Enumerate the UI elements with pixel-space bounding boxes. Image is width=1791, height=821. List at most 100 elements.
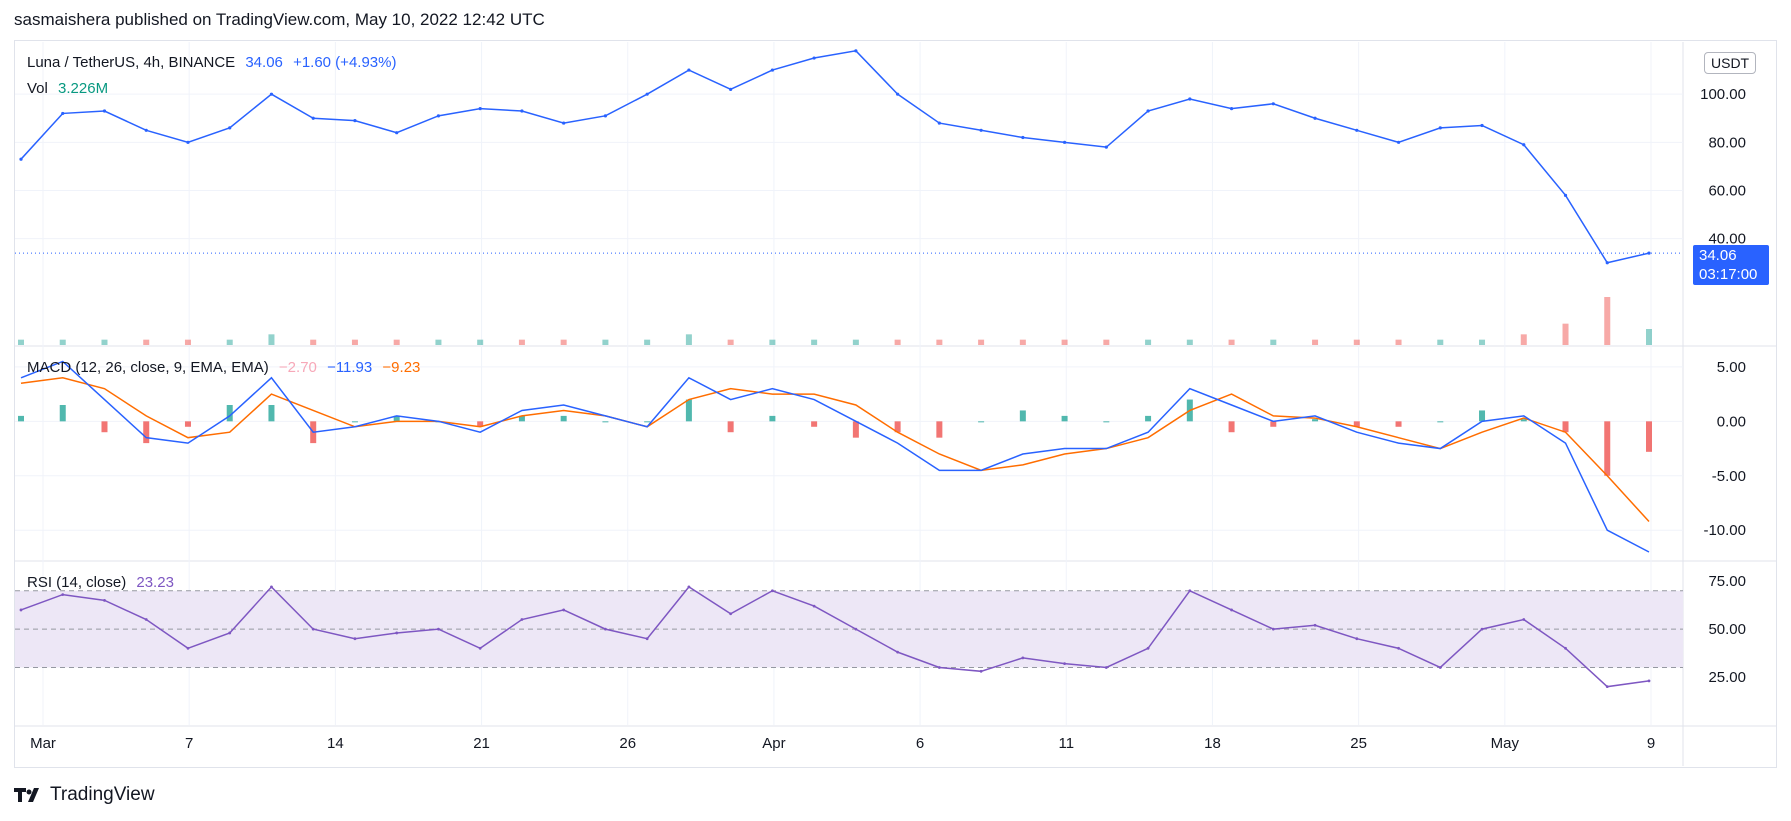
volume-bar bbox=[1520, 334, 1527, 345]
volume-bar bbox=[602, 339, 609, 345]
x-axis-tick-label: 26 bbox=[619, 735, 636, 752]
volume-label[interactable]: Vol bbox=[27, 80, 48, 97]
macd-label[interactable]: MACD (12, 26, close, 9, EMA, EMA) bbox=[27, 359, 269, 376]
rsi-point bbox=[1397, 646, 1400, 650]
macd-histogram-bar bbox=[18, 415, 24, 422]
macd-signal-line bbox=[20, 377, 1650, 523]
price-point bbox=[687, 68, 691, 72]
x-axis-tick-label: 11 bbox=[1058, 735, 1074, 752]
rsi-point bbox=[1313, 623, 1317, 627]
price-point bbox=[1146, 109, 1150, 113]
rsi-point bbox=[395, 631, 399, 635]
macd-histogram-bar bbox=[852, 421, 859, 438]
rsi-point bbox=[1188, 589, 1192, 593]
macd-histogram-bar bbox=[1437, 421, 1444, 423]
rsi-point bbox=[311, 627, 315, 631]
price-point bbox=[102, 109, 107, 113]
rsi-axis-tick-label: 25.00 bbox=[1708, 669, 1746, 686]
volume-bar bbox=[1145, 339, 1152, 345]
price-point bbox=[1563, 193, 1568, 197]
volume-bar bbox=[477, 339, 484, 345]
price-point bbox=[186, 140, 190, 144]
macd-histogram-bar bbox=[1353, 421, 1360, 427]
macd-histogram-bar bbox=[936, 421, 943, 438]
price-point bbox=[896, 92, 900, 96]
volume-bar bbox=[769, 339, 776, 345]
volume-bar bbox=[978, 339, 985, 345]
price-point bbox=[144, 128, 148, 132]
volume-bar bbox=[811, 339, 818, 345]
last-price-tag: 34.06 03:17:00 bbox=[1693, 245, 1769, 286]
macd-histogram-bar bbox=[1312, 419, 1319, 422]
last-price: 34.06 bbox=[1699, 247, 1737, 265]
volume-bar bbox=[727, 339, 734, 345]
rsi-point bbox=[604, 627, 607, 631]
volume-bar bbox=[1312, 339, 1319, 345]
price-point bbox=[1438, 126, 1442, 130]
price-point bbox=[1313, 116, 1317, 120]
price-axis-tick-label: 40.00 bbox=[1708, 231, 1746, 248]
rsi-point bbox=[61, 593, 65, 596]
volume-value: 3.226M bbox=[58, 80, 109, 97]
macd-histogram-bar bbox=[685, 399, 692, 422]
macd-hist-value: −2.70 bbox=[278, 359, 317, 376]
volume-bar bbox=[1353, 339, 1360, 345]
price-point bbox=[436, 114, 441, 118]
rsi-point bbox=[645, 637, 649, 641]
volume-bar bbox=[1103, 339, 1110, 345]
price-axis-tick-label: 60.00 bbox=[1708, 183, 1746, 200]
macd-histogram-bar bbox=[351, 421, 358, 423]
rsi-point bbox=[186, 646, 190, 650]
rsi-point bbox=[19, 608, 23, 612]
rsi-point bbox=[562, 608, 566, 612]
volume-bar bbox=[518, 339, 525, 345]
rsi-axis-tick-label: 75.00 bbox=[1708, 573, 1746, 590]
price-point bbox=[979, 128, 983, 132]
volume-bar bbox=[1019, 339, 1026, 345]
tradingview-logo[interactable]: TradingView bbox=[14, 784, 155, 806]
volume-bar bbox=[393, 339, 400, 345]
bar-countdown: 03:17:00 bbox=[1699, 266, 1758, 284]
price-point bbox=[770, 68, 774, 72]
volume-bar bbox=[1479, 339, 1486, 345]
macd-histogram-bar bbox=[101, 421, 108, 433]
macd-histogram-bar bbox=[769, 415, 776, 422]
volume-bar bbox=[1186, 339, 1193, 345]
x-axis-tick-label: 21 bbox=[473, 735, 490, 752]
rsi-point bbox=[896, 650, 900, 654]
currency-badge[interactable]: USDT bbox=[1704, 52, 1757, 74]
macd-histogram-bar bbox=[1061, 415, 1068, 422]
rsi-point bbox=[937, 666, 941, 669]
symbol-change: +1.60 (+4.93%) bbox=[293, 54, 397, 71]
volume-bar bbox=[143, 339, 150, 345]
rsi-label[interactable]: RSI (14, close) bbox=[27, 574, 127, 591]
rsi-point bbox=[1605, 685, 1609, 689]
price-point bbox=[353, 119, 357, 123]
chart-frame[interactable] bbox=[14, 40, 1777, 768]
macd-legend: MACD (12, 26, close, 9, EMA, EMA) −2.70 … bbox=[27, 359, 426, 376]
volume-bar bbox=[1270, 339, 1277, 345]
rsi-point bbox=[979, 669, 983, 673]
macd-histogram-bar bbox=[894, 421, 901, 433]
price-point bbox=[1605, 261, 1609, 265]
x-axis-tick-label: 7 bbox=[185, 735, 193, 752]
rsi-legend: RSI (14, close) 23.23 bbox=[27, 574, 180, 591]
rsi-point bbox=[1063, 662, 1066, 666]
macd-histogram-bar bbox=[978, 421, 985, 423]
macd-histogram-bar bbox=[1103, 421, 1110, 423]
symbol-name[interactable]: Luna / TetherUS, 4h, BINANCE bbox=[27, 54, 236, 71]
macd-histogram-bar bbox=[560, 415, 567, 422]
rsi-point bbox=[437, 627, 440, 631]
rsi-point bbox=[103, 598, 106, 602]
macd-histogram-bar bbox=[226, 405, 233, 422]
price-series-line bbox=[20, 50, 1650, 264]
volume-bar bbox=[852, 339, 859, 345]
price-axis-tick-label: 100.00 bbox=[1700, 86, 1746, 103]
rsi-point bbox=[812, 604, 816, 608]
macd-histogram-bar bbox=[1604, 421, 1611, 476]
macd-histogram-bar bbox=[1646, 421, 1652, 452]
rsi-point bbox=[478, 646, 482, 650]
volume-bar bbox=[1562, 323, 1569, 345]
price-point bbox=[61, 111, 65, 116]
